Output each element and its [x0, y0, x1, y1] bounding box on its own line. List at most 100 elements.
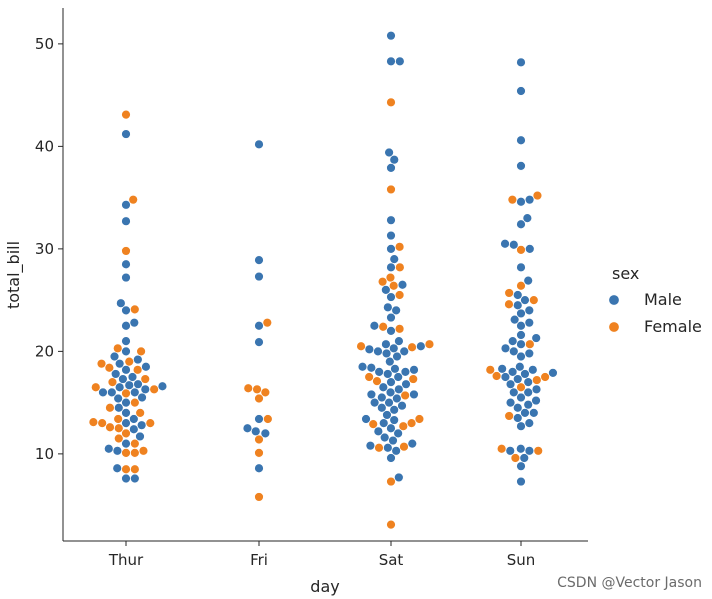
data-point-female-thur — [121, 109, 131, 120]
data-point-female-thur — [105, 403, 115, 413]
legend-label-female: Female — [644, 317, 702, 336]
data-point-male-thur — [135, 431, 145, 442]
data-point-male-sat — [400, 367, 411, 377]
data-point-male-sat — [394, 472, 404, 483]
data-point-female-thur — [121, 246, 131, 256]
data-point-male-sat — [379, 432, 390, 443]
data-point-male-sun — [522, 213, 533, 223]
data-point-male-sat — [392, 351, 402, 362]
data-point-male-thur — [133, 379, 143, 389]
data-point-male-thur — [116, 298, 126, 308]
data-point-female-sun — [532, 375, 542, 385]
data-point-male-thur — [113, 393, 123, 404]
data-point-female-sat — [378, 322, 388, 332]
data-point-female-thur — [121, 428, 131, 439]
axes — [62, 8, 588, 542]
data-point-male-sat — [397, 401, 407, 411]
data-point-male-sun — [505, 379, 516, 389]
data-point-male-fri — [254, 139, 264, 150]
data-point-male-thur — [118, 374, 128, 384]
data-point-male-sun — [523, 387, 533, 398]
data-point-male-sat — [365, 440, 376, 451]
data-point-male-thur — [136, 420, 147, 430]
data-point-male-sun — [516, 308, 526, 319]
data-point-male-thur — [114, 382, 125, 392]
data-point-male-sun — [524, 194, 535, 205]
data-point-female-sat — [377, 276, 388, 287]
data-point-male-sun — [516, 351, 526, 362]
data-point-male-sat — [373, 346, 383, 357]
data-point-male-sat — [373, 426, 384, 437]
data-point-female-sun — [529, 295, 539, 305]
data-point-female-sun — [510, 453, 521, 463]
data-point-male-sun — [531, 333, 541, 343]
data-point-male-thur — [98, 387, 108, 398]
data-point-female-thur — [105, 422, 115, 432]
data-point-female-sat — [386, 97, 396, 108]
data-point-male-sun — [509, 240, 519, 250]
data-point-female-thur — [135, 408, 145, 418]
data-point-male-sun — [513, 374, 523, 384]
data-point-male-sat — [386, 244, 396, 254]
data-point-male-sat — [386, 377, 396, 387]
data-point-male-sat — [386, 163, 396, 173]
data-point-male-sun — [508, 336, 518, 346]
data-point-male-sun — [523, 275, 533, 286]
data-point-male-fri — [254, 255, 264, 265]
data-point-male-sun — [516, 197, 526, 207]
data-point-female-fri — [254, 492, 264, 502]
data-point-male-sat — [381, 285, 391, 295]
data-point-female-fri — [252, 384, 262, 394]
data-point-male-sun — [497, 364, 507, 374]
data-point-female-sun — [516, 281, 526, 291]
data-point-female-sun — [532, 190, 543, 201]
data-point-male-sat — [382, 410, 392, 420]
data-point-male-thur — [129, 424, 139, 434]
data-point-male-sat — [386, 453, 396, 463]
data-point-female-sat — [388, 281, 399, 291]
data-point-female-sat — [406, 418, 417, 428]
data-point-male-sat — [361, 414, 371, 424]
data-point-female-fri — [243, 383, 253, 393]
data-point-male-sun — [516, 161, 526, 171]
data-point-male-sun — [516, 421, 526, 431]
data-point-male-sat — [388, 435, 398, 446]
data-point-male-sat — [392, 393, 402, 404]
data-point-female-thur — [107, 377, 118, 387]
data-point-male-sun — [531, 384, 542, 394]
data-point-male-sat — [379, 418, 389, 428]
data-point-male-sat — [395, 56, 405, 66]
data-point-male-thur — [127, 372, 138, 382]
data-point-female-sat — [364, 372, 374, 382]
watermark: CSDN @Vector Jason — [557, 575, 702, 591]
y-tick-label: 10 — [35, 445, 54, 463]
data-point-female-sat — [394, 324, 405, 334]
data-point-male-thur — [121, 216, 131, 226]
data-point-male-sun — [520, 369, 530, 379]
data-point-male-sun — [524, 348, 534, 359]
data-point-female-sun — [504, 411, 514, 421]
data-point-male-sat — [389, 155, 399, 165]
data-point-male-sun — [516, 135, 526, 145]
data-point-female-sat — [386, 519, 396, 530]
data-point-male-sun — [513, 290, 523, 300]
data-point-female-thur — [130, 448, 140, 458]
data-point-male-sat — [394, 336, 404, 346]
data-point-female-sat — [424, 339, 435, 349]
data-point-female-thur — [114, 433, 124, 444]
data-point-male-thur — [141, 362, 151, 372]
data-point-female-thur — [149, 384, 159, 394]
data-point-male-sat — [384, 147, 394, 158]
data-point-female-thur — [104, 363, 115, 373]
data-point-female-sat — [398, 421, 408, 431]
data-point-female-thur — [130, 397, 140, 408]
data-point-female-thur — [132, 365, 143, 375]
data-point-female-sat — [414, 414, 425, 424]
data-point-female-sat — [368, 419, 378, 429]
x-tick-label: Thur — [108, 551, 144, 569]
data-point-male-sat — [416, 341, 426, 351]
data-point-female-thur — [113, 343, 123, 353]
data-point-male-sun — [523, 377, 533, 387]
data-point-female-fri — [254, 434, 264, 445]
